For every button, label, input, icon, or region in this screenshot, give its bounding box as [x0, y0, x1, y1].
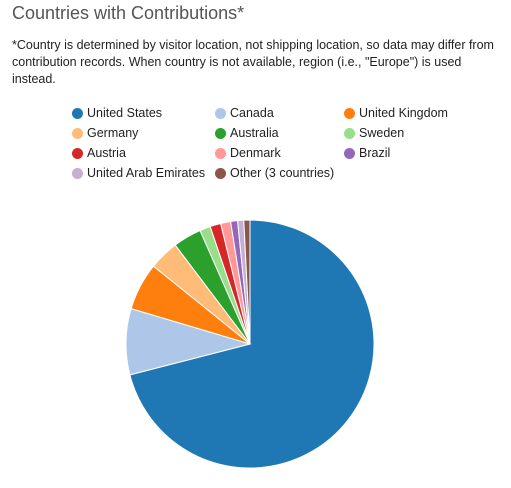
legend-item-australia[interactable]: Australia — [215, 126, 279, 140]
legend-swatch — [72, 147, 83, 159]
legend-item-united-kingdom[interactable]: United Kingdom — [344, 106, 448, 120]
legend-item-denmark[interactable]: Denmark — [215, 146, 281, 160]
legend-item-sweden[interactable]: Sweden — [344, 126, 404, 140]
legend-item-germany[interactable]: Germany — [72, 126, 138, 140]
legend-swatch — [215, 107, 226, 119]
legend-label: Denmark — [230, 146, 281, 160]
legend-label: United States — [87, 106, 163, 120]
pie-slices — [125, 219, 375, 469]
legend-swatch — [344, 147, 355, 159]
legend-swatch — [215, 167, 226, 179]
legend-item-united-states[interactable]: United States — [72, 106, 162, 120]
legend-label: Sweden — [359, 126, 405, 140]
legend-item-brazil[interactable]: Brazil — [344, 146, 390, 160]
legend-item-austria[interactable]: Austria — [72, 146, 126, 160]
legend-item-other[interactable]: Other (3 countries) — [215, 166, 334, 180]
legend-label: Brazil — [359, 146, 391, 160]
legend-swatch — [72, 167, 83, 179]
legend-label: Germany — [87, 126, 139, 140]
legend-swatch — [344, 107, 355, 119]
chart-title: Countries with Contributions* — [12, 3, 245, 23]
legend-label: United Kingdom — [359, 106, 448, 120]
pie-slice-other-3-countries[interactable] — [243, 219, 251, 345]
legend-label: Other (3 countries) — [230, 166, 335, 180]
legend-item-united-arab-emirates[interactable]: United Arab Emirates — [72, 166, 205, 180]
pie-slice-united-states[interactable] — [129, 219, 375, 469]
legend-swatch — [215, 147, 226, 159]
legend-label: Australia — [230, 126, 279, 140]
legend-label: Canada — [230, 106, 274, 120]
legend-swatch — [215, 127, 226, 139]
legend-label: United Arab Emirates — [87, 166, 206, 180]
legend-swatch — [344, 127, 355, 139]
legend-label: Austria — [87, 146, 126, 160]
legend-item-canada[interactable]: Canada — [215, 106, 274, 120]
legend-swatch — [72, 127, 83, 139]
chart-footnote: *Country is determined by visitor locati… — [12, 38, 494, 86]
legend-swatch — [72, 107, 83, 119]
